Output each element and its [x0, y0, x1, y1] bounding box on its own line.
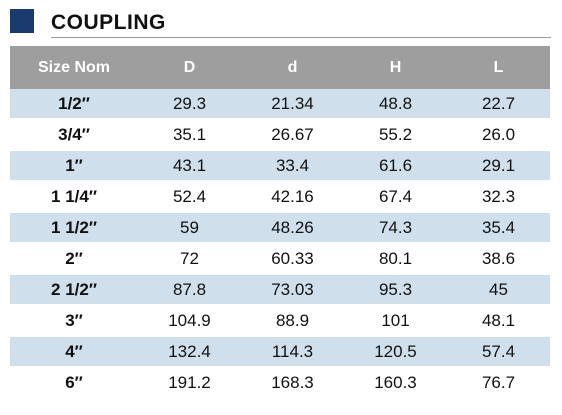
page-header: COUPLING — [0, 0, 562, 44]
cell-H: 101 — [344, 305, 447, 337]
cell-d: 114.3 — [241, 336, 344, 368]
page-title: COUPLING — [51, 11, 166, 34]
cell-D: 29.3 — [138, 89, 241, 120]
cell-D: 43.1 — [138, 150, 241, 182]
cell-L: 38.6 — [447, 243, 550, 275]
cell-size-nom: 2 1/2″ — [10, 274, 138, 306]
cell-H: 80.1 — [344, 243, 447, 275]
cell-L: 22.7 — [447, 89, 550, 120]
cell-H: 61.6 — [344, 150, 447, 182]
cell-L: 48.1 — [447, 305, 550, 337]
cell-L: 57.4 — [447, 336, 550, 368]
cell-D: 72 — [138, 243, 241, 275]
cell-size-nom: 3/4″ — [10, 119, 138, 151]
table-row: 2″ 72 60.33 80.1 38.6 — [10, 243, 550, 275]
cell-d: 168.3 — [241, 367, 344, 399]
cell-size-nom: 1 1/4″ — [10, 181, 138, 213]
cell-d: 42.16 — [241, 181, 344, 213]
table-row: 4″ 132.4 114.3 120.5 57.4 — [10, 336, 550, 368]
cell-L: 35.4 — [447, 212, 550, 244]
column-header-d: d — [241, 46, 344, 89]
table-row: 1 1/4″ 52.4 42.16 67.4 32.3 — [10, 181, 550, 213]
cell-d: 21.34 — [241, 89, 344, 120]
cell-d: 73.03 — [241, 274, 344, 306]
column-header-D: D — [138, 46, 241, 89]
cell-L: 45 — [447, 274, 550, 306]
cell-d: 26.67 — [241, 119, 344, 151]
table-row: 1/2″ 29.3 21.34 48.8 22.7 — [10, 89, 550, 120]
cell-size-nom: 1″ — [10, 150, 138, 182]
cell-size-nom: 3″ — [10, 305, 138, 337]
table-row: 6″ 191.2 168.3 160.3 76.7 — [10, 367, 550, 399]
cell-d: 88.9 — [241, 305, 344, 337]
cell-H: 120.5 — [344, 336, 447, 368]
column-header-size: Size Nom — [10, 46, 138, 89]
cell-size-nom: 2″ — [10, 243, 138, 275]
cell-H: 95.3 — [344, 274, 447, 306]
cell-size-nom: 1/2″ — [10, 89, 138, 120]
cell-L: 29.1 — [447, 150, 550, 182]
cell-D: 87.8 — [138, 274, 241, 306]
title-rule — [51, 37, 551, 38]
coupling-spec-table: Size Nom D d H L 1/2″ 29.3 21.34 48.8 22.7 3/… — [10, 46, 550, 399]
cell-d: 60.33 — [241, 243, 344, 275]
table-row: 2 1/2″ 87.8 73.03 95.3 45 — [10, 274, 550, 306]
cell-size-nom: 6″ — [10, 367, 138, 399]
cell-L: 26.0 — [447, 119, 550, 151]
column-header-L: L — [447, 46, 550, 89]
cell-D: 59 — [138, 212, 241, 244]
cell-d: 33.4 — [241, 150, 344, 182]
cell-size-nom: 4″ — [10, 336, 138, 368]
cell-L: 76.7 — [447, 367, 550, 399]
cell-D: 191.2 — [138, 367, 241, 399]
cell-D: 52.4 — [138, 181, 241, 213]
title-marker-square — [10, 9, 34, 33]
cell-D: 104.9 — [138, 305, 241, 337]
cell-D: 35.1 — [138, 119, 241, 151]
table-row: 1″ 43.1 33.4 61.6 29.1 — [10, 150, 550, 182]
cell-D: 132.4 — [138, 336, 241, 368]
cell-H: 67.4 — [344, 181, 447, 213]
table-row: 3/4″ 35.1 26.67 55.2 26.0 — [10, 119, 550, 151]
cell-H: 74.3 — [344, 212, 447, 244]
table-header-row: Size Nom D d H L — [10, 46, 550, 89]
cell-L: 32.3 — [447, 181, 550, 213]
cell-H: 160.3 — [344, 367, 447, 399]
cell-H: 55.2 — [344, 119, 447, 151]
cell-H: 48.8 — [344, 89, 447, 120]
cell-d: 48.26 — [241, 212, 344, 244]
table-row: 1 1/2″ 59 48.26 74.3 35.4 — [10, 212, 550, 244]
column-header-H: H — [344, 46, 447, 89]
table-row: 3″ 104.9 88.9 101 48.1 — [10, 305, 550, 337]
cell-size-nom: 1 1/2″ — [10, 212, 138, 244]
